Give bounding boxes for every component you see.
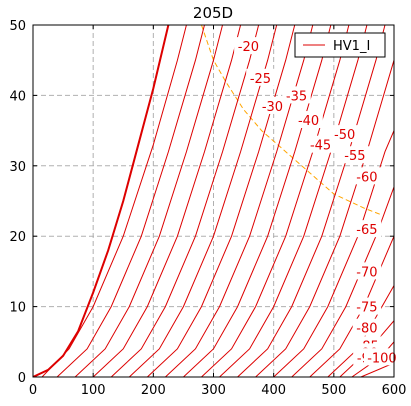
x-tick-label: 0 (29, 383, 37, 398)
curve-label: -20 (238, 40, 259, 55)
y-tick-label: 40 (9, 89, 26, 104)
curve-label: -25 (250, 72, 271, 87)
plot-area: -20 -25 -35-30 -40 -50-45 -55 -60 -65 -70 -75 -80 -… (9, 19, 406, 398)
x-tick-label: 100 (81, 383, 106, 398)
series-line (146, 25, 296, 377)
series-line (273, 130, 394, 377)
curve-label: -60 (356, 170, 377, 185)
curve-label: -35 (286, 89, 307, 104)
y-tick-label: 50 (9, 19, 26, 34)
power-limit-line (200, 25, 383, 216)
curve-label-bg (352, 262, 382, 280)
series-line (237, 25, 386, 377)
curve-label: -75 (356, 301, 377, 316)
curve-label-bg (330, 125, 359, 143)
series-line (110, 25, 260, 377)
curve-label: -80 (356, 322, 377, 337)
curve-label: -100 (367, 351, 397, 366)
series-line (255, 60, 394, 377)
curve-label: -55 (344, 149, 365, 164)
series-line (41, 25, 187, 377)
curve-label: -70 (356, 265, 377, 280)
curve-label: -45 (310, 139, 331, 154)
curve-label-bg (352, 297, 382, 315)
curve-label: -65 (356, 223, 377, 238)
y-tick-label: 20 (9, 230, 26, 245)
curve-label-bg (352, 167, 382, 185)
y-tick-label: 30 (9, 160, 26, 175)
curve-label-bg (294, 111, 323, 129)
x-tick-label: 200 (141, 383, 166, 398)
legend-label: HV1_I (333, 39, 370, 54)
curve-label-bg (258, 96, 287, 114)
y-tick-label: 10 (9, 301, 26, 316)
curve-label-bg (352, 318, 382, 336)
curve-label-bg (246, 68, 275, 86)
curve-label-bg (234, 37, 263, 55)
curve-label-bg (352, 220, 382, 238)
x-tick-label: 600 (382, 383, 407, 398)
series-line (56, 25, 205, 377)
curve-label-bg (363, 348, 400, 366)
x-tick-label: 300 (201, 383, 226, 398)
curve-label: -40 (298, 114, 319, 129)
curve-label-bg (340, 146, 370, 164)
series-line (165, 25, 314, 377)
legend-box (294, 32, 386, 58)
curve-label-bg (282, 86, 311, 104)
series-line (219, 25, 368, 377)
series-line (74, 25, 224, 377)
curve-label-bg (306, 135, 335, 153)
curve-label: -30 (262, 100, 283, 115)
series-line (183, 25, 332, 377)
series-line (201, 25, 350, 377)
x-tick-label: 400 (261, 383, 286, 398)
series-line (291, 186, 394, 377)
y-tick-label: 0 (18, 371, 26, 386)
series-line (128, 25, 278, 377)
curve-label: -50 (334, 128, 355, 143)
chart-title: 205D (193, 4, 233, 22)
x-tick-label: 500 (321, 383, 346, 398)
series-line (92, 25, 242, 377)
